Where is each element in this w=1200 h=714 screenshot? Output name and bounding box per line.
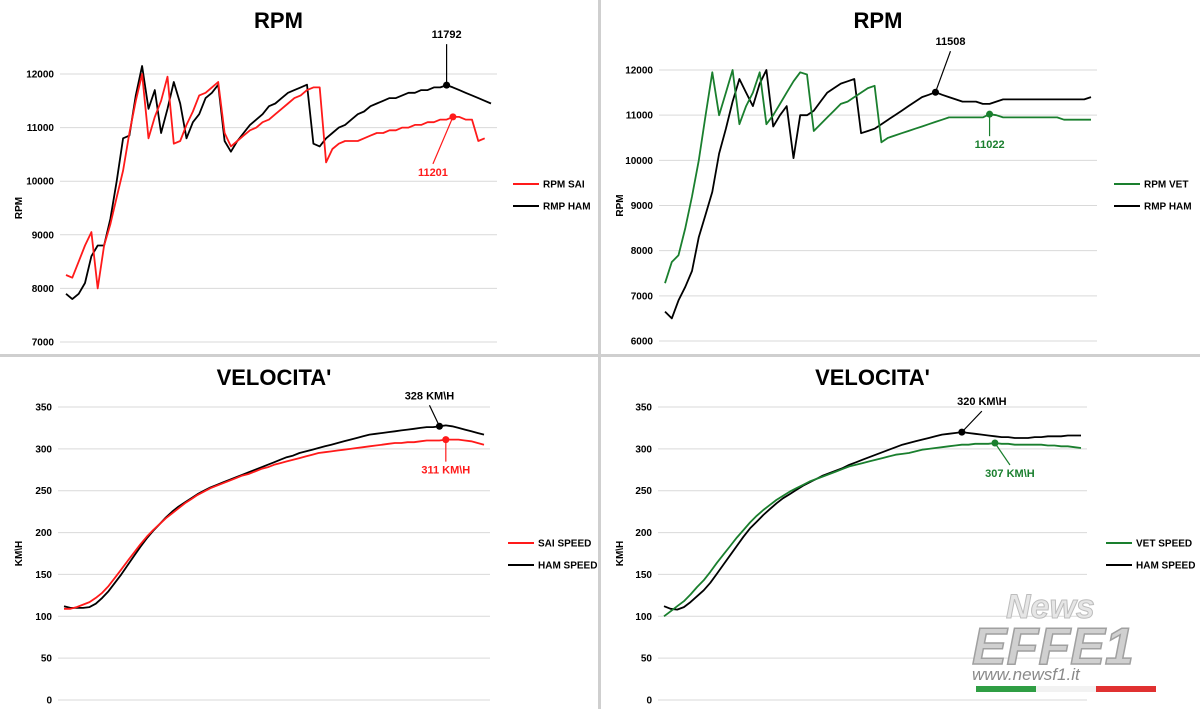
- annotation-label: 307 KM\H: [985, 468, 1035, 480]
- legend-label: VET SPEED: [1136, 539, 1192, 550]
- y-tick-label: 250: [635, 486, 652, 497]
- y-tick-label: 8000: [631, 246, 654, 257]
- series-line-rmp-ham: [65, 65, 492, 301]
- y-tick-label: 0: [646, 696, 652, 707]
- speed_sai_ham-svg: VELOCITA' KM\H 0 50 100 150 200 250 300 350 311 KM…: [14, 365, 597, 707]
- series-line-ham-speed: [663, 431, 1081, 611]
- annotation-leader: [432, 116, 454, 165]
- annotation-label: 328 KM\H: [405, 390, 455, 402]
- annotation-label: 320 KM\H: [957, 396, 1007, 408]
- annotation-marker: [435, 422, 443, 430]
- annotation-label: 11508: [935, 36, 965, 48]
- series-line-rpm-vet: [664, 69, 1091, 284]
- y-tick-label: 11000: [626, 111, 654, 122]
- rpm-vet-ham-chart-panel: RPM RPM 6000 7000 8000 9000 10000 11000 12000 110…: [601, 0, 1200, 354]
- y-tick-label: 6000: [631, 337, 654, 348]
- annotation-leader: [934, 51, 952, 93]
- y-tick-label: 8000: [32, 284, 55, 295]
- y-tick-label: 100: [35, 612, 52, 623]
- y-tick-label: 7000: [32, 338, 55, 349]
- watermark-brand-text: EFFE1: [972, 618, 1134, 676]
- y-tick-label: 12000: [26, 70, 54, 81]
- watermark-flag-white: [1036, 686, 1096, 692]
- newsf1-watermark-logo: News EFFE1 www.newsf1.it: [968, 588, 1164, 700]
- annotation-marker: [958, 428, 966, 436]
- watermark-flag-red: [1096, 686, 1156, 692]
- rpm-sai-ham-chart-panel: RPM RPM 7000 8000 9000 10000 11000 12000 11201 11…: [0, 0, 598, 354]
- annotation-label: 11022: [975, 139, 1005, 151]
- watermark-flag-green: [976, 686, 1036, 692]
- y-axis-label: KM\H: [14, 541, 25, 567]
- y-tick-label: 150: [635, 570, 652, 581]
- y-tick-label: 250: [35, 486, 52, 497]
- y-tick-label: 350: [35, 403, 52, 414]
- annotation-marker: [931, 88, 939, 96]
- y-tick-label: 150: [35, 570, 52, 581]
- annotation-marker: [986, 110, 994, 118]
- y-tick-label: 11000: [27, 123, 55, 134]
- y-tick-label: 7000: [631, 291, 654, 302]
- legend-label: HAM SPEED: [1136, 561, 1195, 572]
- y-tick-label: 9000: [32, 230, 55, 241]
- y-tick-label: 9000: [631, 201, 654, 212]
- series-line-ham-speed: [63, 424, 485, 609]
- series-line-rpm-sai: [65, 73, 486, 290]
- y-axis-label: RPM: [14, 197, 25, 219]
- y-tick-label: 50: [41, 654, 53, 665]
- annotation-leader: [961, 410, 983, 433]
- series-line-vet-speed: [663, 442, 1082, 618]
- legend-label: RPM VET: [1144, 180, 1188, 191]
- chart-title: RPM: [254, 8, 303, 33]
- annotation-marker: [442, 436, 450, 444]
- annotation-marker: [443, 81, 451, 89]
- annotation-label: 311 KM\H: [421, 465, 470, 477]
- horizontal-divider: [0, 354, 1200, 357]
- chart-title: RPM: [854, 8, 903, 33]
- y-tick-label: 300: [35, 444, 52, 455]
- annotation-marker: [991, 439, 999, 447]
- annotation-leader: [994, 442, 1011, 466]
- y-tick-label: 0: [46, 696, 52, 707]
- legend-label: RMP HAM: [543, 202, 591, 213]
- y-axis-label: KM\H: [615, 541, 626, 567]
- watermark-news-text: News: [1006, 588, 1095, 626]
- y-tick-label: 200: [635, 528, 652, 539]
- y-tick-label: 350: [635, 403, 652, 414]
- annotation-label: 11201: [418, 167, 448, 179]
- y-tick-label: 12000: [625, 66, 653, 77]
- y-axis-label: RPM: [615, 194, 626, 216]
- chart-title: VELOCITA': [217, 365, 332, 390]
- speed-vet-ham-chart-panel: VELOCITA' KM\H 0 50 100 150 200 250 300 350 307 KM…: [601, 357, 1200, 709]
- legend-label: RMP HAM: [1144, 202, 1192, 213]
- legend-label: HAM SPEED: [538, 561, 597, 572]
- annotation-leader: [428, 404, 440, 427]
- rpm_sai_ham-svg: RPM RPM 7000 8000 9000 10000 11000 12000 11201 11…: [14, 8, 591, 349]
- y-tick-label: 200: [35, 528, 52, 539]
- series-line-sai-speed: [64, 438, 485, 610]
- y-tick-label: 10000: [26, 177, 54, 188]
- y-tick-label: 50: [641, 654, 653, 665]
- y-tick-label: 100: [635, 612, 652, 623]
- chart-title: VELOCITA': [815, 365, 930, 390]
- legend-label: SAI SPEED: [538, 539, 591, 550]
- speed_vet_ham-svg: VELOCITA' KM\H 0 50 100 150 200 250 300 350 307 KM…: [615, 365, 1195, 707]
- y-tick-label: 10000: [625, 156, 653, 167]
- legend-label: RPM SAI: [543, 180, 585, 191]
- speed-sai-ham-chart-panel: VELOCITA' KM\H 0 50 100 150 200 250 300 350 311 KM…: [0, 357, 598, 709]
- annotation-marker: [449, 113, 457, 121]
- rpm_vet_ham-svg: RPM RPM 6000 7000 8000 9000 10000 11000 12000 110…: [615, 8, 1192, 348]
- annotation-label: 11792: [432, 29, 462, 41]
- watermark-url-text: www.newsf1.it: [972, 665, 1081, 684]
- y-tick-label: 300: [635, 444, 652, 455]
